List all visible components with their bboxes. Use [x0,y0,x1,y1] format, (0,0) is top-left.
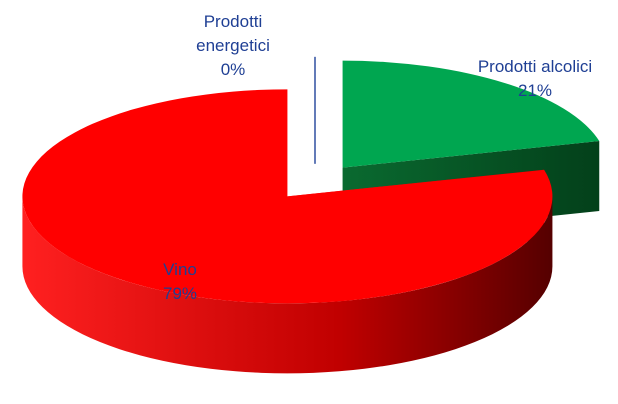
slice [342,60,600,168]
value-label: 79% [162,284,198,303]
category-label: Vino [163,260,197,279]
slice-side [22,196,553,374]
category-label: Prodotti alcolici [477,57,593,76]
value-label: 21% [517,81,553,100]
category-label: Prodotti energetici [196,12,270,55]
value-label: 0% [220,60,246,79]
slice [22,89,553,304]
slice-label: Prodotti energetici 0% [183,10,283,82]
slice-label: Vino 79% [130,258,230,306]
slice-label: Prodotti alcolici 21% [455,55,615,103]
